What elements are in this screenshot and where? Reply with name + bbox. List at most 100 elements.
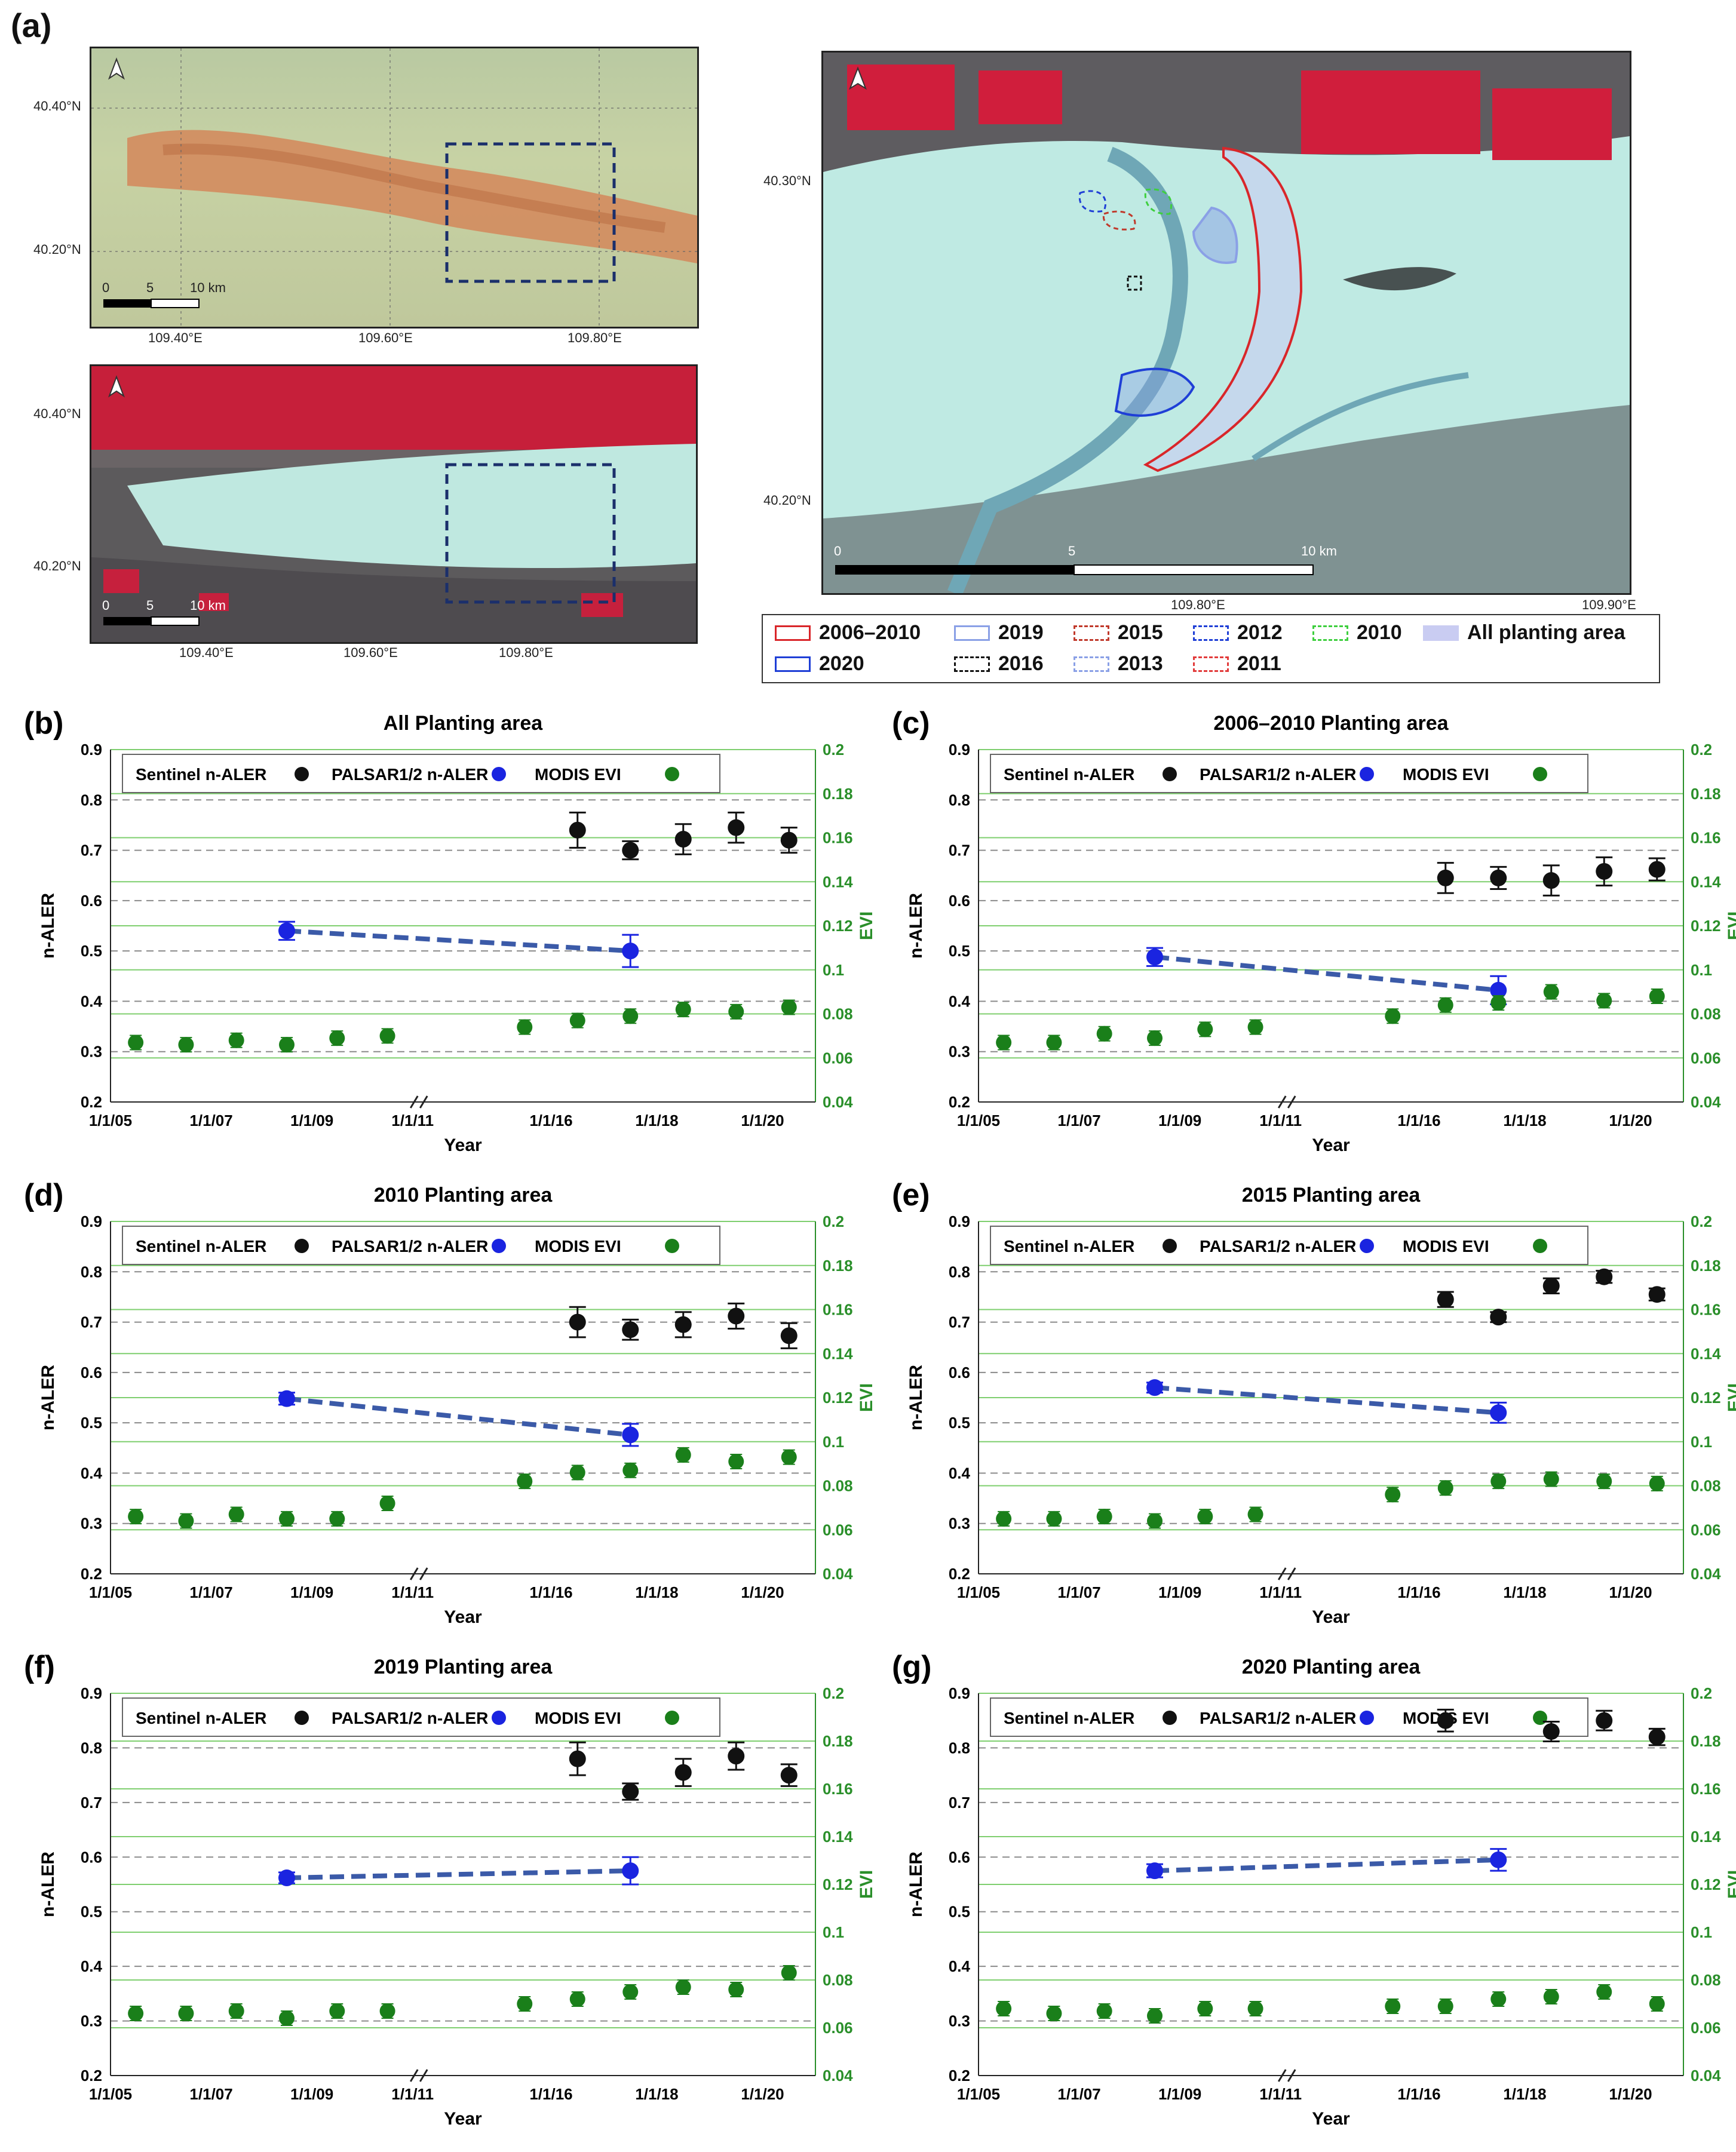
x-tick-label: 1/1/18 xyxy=(635,2085,678,2103)
x-tick-label: 1/1/07 xyxy=(1057,1112,1100,1129)
modis-point xyxy=(279,2010,295,2026)
y2-tick-label: 0.06 xyxy=(1691,2019,1721,2037)
chart-legend-label: Sentinel n-ALER xyxy=(136,1237,266,1255)
modis-point xyxy=(728,1003,744,1020)
chart-legend-label: PALSAR1/2 n-ALER xyxy=(1200,765,1356,784)
y2-axis-label: EVI xyxy=(857,1383,876,1412)
lon-label: 109.90°E xyxy=(1582,597,1636,612)
y2-tick-label: 0.1 xyxy=(823,961,844,979)
chart-legend-label: MODIS EVI xyxy=(535,765,621,784)
modis-point xyxy=(228,2003,244,2019)
palsar-trend-line xyxy=(286,1396,631,1438)
y-tick-label: 0.7 xyxy=(949,1794,970,1812)
y2-tick-label: 0.16 xyxy=(1691,829,1721,847)
y2-tick-label: 0.1 xyxy=(823,1433,844,1451)
modis-point xyxy=(517,1996,533,2012)
x-tick-label: 1/1/16 xyxy=(529,1583,572,1601)
modis-point xyxy=(1490,995,1507,1011)
modis-point xyxy=(1096,1026,1112,1042)
modis-point xyxy=(329,1511,345,1527)
chart-g: (g) 2020 Planting area 0.2 0.3 0.4 0.5 0.6 0.7 0… xyxy=(892,1650,1736,2129)
x-tick-label: 1/1/05 xyxy=(957,1112,1000,1129)
modis-point xyxy=(1385,1008,1401,1024)
y2-tick-label: 0.2 xyxy=(1691,1212,1712,1230)
y-tick-label: 0.9 xyxy=(81,741,102,759)
legend-swatch xyxy=(775,625,811,641)
chart-title: 2020 Planting area xyxy=(1242,1656,1421,1678)
y2-axis-label: EVI xyxy=(857,911,876,940)
legend-label: 2020 xyxy=(819,652,864,675)
y2-tick-label: 0.14 xyxy=(1691,873,1721,891)
chart-legend-marker xyxy=(492,1239,506,1253)
legend-entry: 2016 xyxy=(954,652,1044,676)
palsar-trend-line xyxy=(286,928,631,954)
palsar-point xyxy=(622,1426,639,1444)
x-tick-label: 1/1/18 xyxy=(635,1112,678,1129)
modis-point xyxy=(517,1019,533,1035)
modis-point xyxy=(279,1037,295,1053)
chart-legend-marker xyxy=(1533,1711,1547,1725)
chart-legend-box xyxy=(122,1697,720,1737)
panel-label: (e) xyxy=(892,1178,930,1212)
y-tick-label: 0.4 xyxy=(949,1957,971,1975)
y2-tick-label: 0.2 xyxy=(823,741,844,759)
y-tick-label: 0.5 xyxy=(81,942,102,960)
x-tick-label: 1/1/11 xyxy=(1259,2085,1302,2103)
modis-point xyxy=(1247,1019,1263,1035)
y2-tick-label: 0.1 xyxy=(1691,1923,1712,1941)
legend-label: 2015 xyxy=(1118,621,1163,644)
x-tick-label: 1/1/20 xyxy=(1609,1583,1652,1601)
legend-entry: 2012 xyxy=(1193,621,1283,644)
y-tick-label: 0.4 xyxy=(81,992,103,1010)
lon-label: 109.80°E xyxy=(1171,597,1225,612)
chart-legend-label: MODIS EVI xyxy=(1403,1237,1489,1255)
x-tick-label: 1/1/05 xyxy=(89,2085,132,2103)
chart-legend-marker xyxy=(665,1711,679,1725)
y-tick-label: 0.2 xyxy=(949,2067,970,2085)
palsar-trend-line xyxy=(286,1868,631,1881)
x-tick-label: 1/1/09 xyxy=(290,1583,333,1601)
y-tick-label: 0.6 xyxy=(949,1364,970,1382)
chart-legend-label: Sentinel n-ALER xyxy=(136,1709,266,1727)
sentinel-point xyxy=(569,821,586,839)
legend-label: 2019 xyxy=(998,621,1044,644)
chart-legend-marker xyxy=(492,767,506,781)
y-tick-label: 0.2 xyxy=(949,1565,970,1583)
y2-tick-label: 0.14 xyxy=(823,1344,853,1362)
legend-label: 2013 xyxy=(1118,652,1163,675)
sentinel-point xyxy=(780,1327,798,1344)
y2-tick-label: 0.1 xyxy=(1691,1433,1712,1451)
modis-point xyxy=(569,1012,585,1029)
y-tick-label: 0.4 xyxy=(81,1957,103,1975)
chart-b: (b) All Planting area 0.2 0.3 0.4 0.5 0.6 0.7 0.… xyxy=(24,706,876,1155)
y-tick-label: 0.3 xyxy=(949,1043,970,1061)
sentinel-point xyxy=(674,1316,692,1333)
modis-point xyxy=(1543,984,1559,1000)
x-tick-label: 1/1/11 xyxy=(1259,1583,1302,1601)
y2-tick-label: 0.08 xyxy=(1691,1477,1721,1495)
y2-tick-label: 0.06 xyxy=(823,1049,853,1067)
y2-tick-label: 0.2 xyxy=(823,1212,844,1230)
axis-break xyxy=(1287,1567,1296,1580)
chart-legend-box xyxy=(990,1226,1588,1265)
chart-legend-marker xyxy=(492,1711,506,1725)
chart-legend-label: PALSAR1/2 n-ALER xyxy=(332,765,488,784)
y2-tick-label: 0.08 xyxy=(1691,1971,1721,1989)
chart-legend-box xyxy=(122,754,720,793)
y-tick-label: 0.7 xyxy=(81,1313,102,1331)
modis-point xyxy=(1046,2006,1062,2021)
x-tick-label: 1/1/07 xyxy=(189,1112,232,1129)
x-tick-label: 1/1/20 xyxy=(741,1583,784,1601)
chart-title: 2015 Planting area xyxy=(1242,1184,1421,1207)
y2-tick-label: 0.18 xyxy=(1691,785,1721,803)
y-tick-label: 0.6 xyxy=(81,1364,102,1382)
y2-tick-label: 0.16 xyxy=(823,1301,853,1319)
legend-entry: 2006–2010 xyxy=(775,621,921,644)
x-tick-label: 1/1/11 xyxy=(391,1112,434,1129)
modis-point xyxy=(128,2006,144,2021)
y-tick-label: 0.8 xyxy=(949,1739,970,1757)
y2-tick-label: 0.16 xyxy=(1691,1301,1721,1319)
y2-tick-label: 0.04 xyxy=(1691,1565,1721,1583)
y-tick-label: 0.4 xyxy=(949,1464,971,1482)
y2-tick-label: 0.12 xyxy=(823,1389,853,1407)
